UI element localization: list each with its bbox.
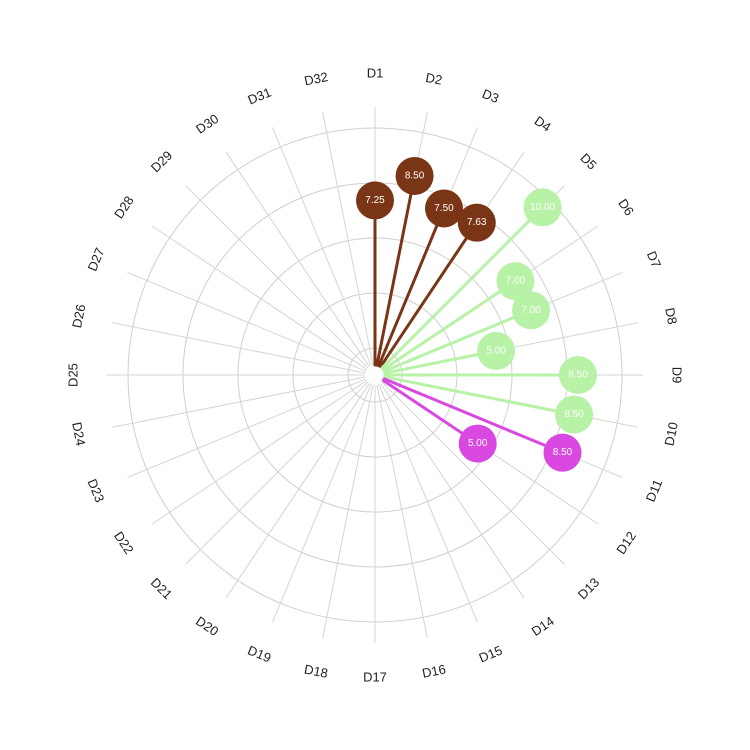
stem-D5 <box>380 205 545 370</box>
category-label: D32 <box>303 69 329 88</box>
value-label-D4: 7.63 <box>467 217 487 228</box>
stem-D10 <box>383 375 576 417</box>
category-label: D19 <box>246 643 274 666</box>
value-label-D7: 7.00 <box>521 305 541 316</box>
spoke-D13 <box>381 381 565 565</box>
category-label: D22 <box>111 529 137 557</box>
stem-D2 <box>375 174 417 367</box>
category-label: D23 <box>84 477 107 505</box>
value-label-D5: 10.00 <box>530 202 555 213</box>
category-label: D31 <box>246 84 274 107</box>
spoke-D27 <box>127 271 366 372</box>
spoke-D16 <box>376 384 428 638</box>
value-label-D3: 7.50 <box>434 203 454 214</box>
category-label: D14 <box>529 613 557 639</box>
dot-D1 <box>356 181 394 220</box>
spoke-D15 <box>378 384 479 623</box>
category-label: D28 <box>111 193 137 221</box>
spoke-D23 <box>127 378 366 479</box>
dot-D8 <box>477 331 516 370</box>
value-label-D2: 8.50 <box>405 170 425 181</box>
category-label: D11 <box>643 477 666 504</box>
value-label-D10: 8.50 <box>564 409 584 420</box>
dot-D9 <box>558 356 597 394</box>
value-label-D9: 8.50 <box>568 370 588 381</box>
dot-D11 <box>543 433 582 472</box>
category-label: D3 <box>480 86 501 106</box>
category-label: D29 <box>148 148 175 175</box>
dot-D7 <box>512 291 551 330</box>
dot-D5 <box>523 188 562 227</box>
dot-D6 <box>496 262 535 301</box>
stem-D6 <box>381 279 517 371</box>
category-label: D24 <box>69 421 88 447</box>
stem-D4 <box>379 221 479 369</box>
value-label-D6: 7.00 <box>506 276 526 287</box>
dot-D4 <box>457 203 496 242</box>
category-label: D8 <box>662 306 680 325</box>
category-label: D30 <box>193 111 221 137</box>
lollipop-dots: 7.25 8.50 7.50 7.63 10.00 7.00 7.00 5.00 8.50 8.5… <box>356 156 597 472</box>
category-label: D1 <box>367 66 384 81</box>
spoke-D30 <box>225 151 370 367</box>
category-label: D26 <box>69 303 88 329</box>
spoke-D26 <box>112 322 366 374</box>
spoke-D18 <box>322 384 374 638</box>
dot-D12 <box>458 424 497 463</box>
spoke-D31 <box>271 127 372 366</box>
category-label: D16 <box>421 662 447 681</box>
category-label: D12 <box>613 529 639 557</box>
category-label: D6 <box>615 196 637 218</box>
value-label-D8: 5.00 <box>486 345 506 356</box>
category-label: D5 <box>577 150 599 172</box>
category-label: D20 <box>193 613 221 639</box>
value-label-D11: 8.50 <box>553 447 573 458</box>
spoke-D21 <box>185 381 369 565</box>
spoke-D19 <box>271 384 372 623</box>
category-label: D7 <box>644 249 664 270</box>
dot-D10 <box>555 395 594 434</box>
stem-D11 <box>382 377 565 455</box>
category-label: D9 <box>670 367 685 384</box>
dot-D2 <box>395 156 434 195</box>
category-label: D27 <box>84 246 107 274</box>
category-label: D10 <box>662 421 681 447</box>
value-label-D1: 7.25 <box>365 195 385 206</box>
stem-D7 <box>382 308 533 373</box>
spoke-D28 <box>151 225 367 370</box>
category-label: D4 <box>532 113 554 135</box>
dot-D3 <box>424 189 463 228</box>
spoke-D29 <box>185 185 369 369</box>
spoke-D20 <box>225 383 370 599</box>
category-label: D15 <box>477 643 505 666</box>
spoke-D32 <box>322 112 374 366</box>
value-label-D12: 5.00 <box>468 438 488 449</box>
category-label: D2 <box>424 70 443 88</box>
category-label: D25 <box>66 363 81 387</box>
spoke-D14 <box>380 383 525 599</box>
spoke-D24 <box>112 376 366 428</box>
category-label: D21 <box>148 575 175 602</box>
category-label: D18 <box>303 662 329 681</box>
category-label: D13 <box>575 575 602 602</box>
spoke-D22 <box>151 380 367 525</box>
stem-D3 <box>377 206 446 368</box>
category-label: D17 <box>363 670 387 685</box>
